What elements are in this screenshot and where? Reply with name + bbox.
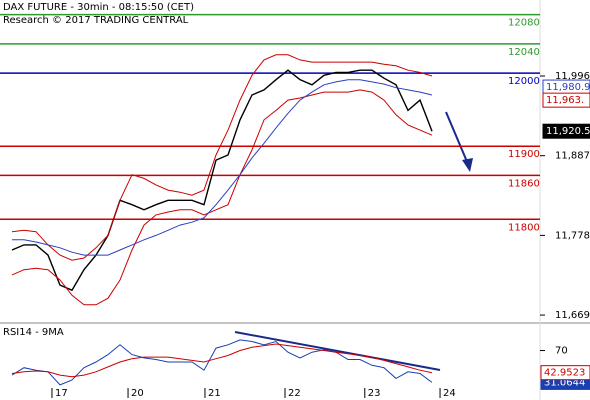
- y-tick-label: 11,778: [555, 230, 590, 241]
- level-label: 11900: [508, 149, 540, 160]
- level-label: 12040: [508, 47, 540, 58]
- level-label: 11860: [508, 178, 540, 189]
- level-label: 12080: [508, 18, 540, 29]
- rsi-title: RSI14 - 9MA: [3, 327, 64, 338]
- price-tag: 11,963.: [546, 95, 584, 106]
- value-tag: 42.9523: [544, 368, 585, 379]
- x-tick-label: 20: [131, 388, 144, 399]
- x-tick-label: 24: [443, 388, 456, 399]
- series-line: [11, 339, 433, 386]
- chart-title: DAX FUTURE - 30min - 08:15:50 (CET): [3, 2, 194, 13]
- x-tick-label: 22: [288, 388, 301, 399]
- value-tag: 31.0644: [544, 377, 585, 388]
- price-tag: 11,980.9: [546, 82, 590, 93]
- trend-arrow: [445, 111, 473, 172]
- y-tick-label: 11,887: [555, 151, 590, 162]
- price-tag-box: [542, 92, 590, 108]
- series-line: [11, 69, 433, 292]
- series-line: [11, 54, 433, 261]
- rsi-trendline: [234, 331, 441, 371]
- price-tag: 11,920.5: [546, 126, 590, 137]
- price-tag-box: [542, 123, 590, 139]
- x-tick-label: 17: [55, 388, 68, 399]
- series-line: [11, 343, 433, 378]
- level-label: 12000: [508, 76, 540, 87]
- y-tick-label: 11,669: [555, 310, 590, 321]
- series-line: [12, 79, 433, 256]
- x-tick-label: 21: [208, 388, 221, 399]
- y-tick-label: 11,996: [555, 71, 590, 82]
- x-tick-label: 23: [368, 388, 381, 399]
- y-tick-label: 70: [555, 346, 568, 357]
- chart-subtitle: Research © 2017 TRADING CENTRAL: [3, 15, 189, 26]
- value-tag-box: [540, 365, 590, 381]
- level-label: 11800: [508, 222, 540, 233]
- series-line: [11, 89, 433, 306]
